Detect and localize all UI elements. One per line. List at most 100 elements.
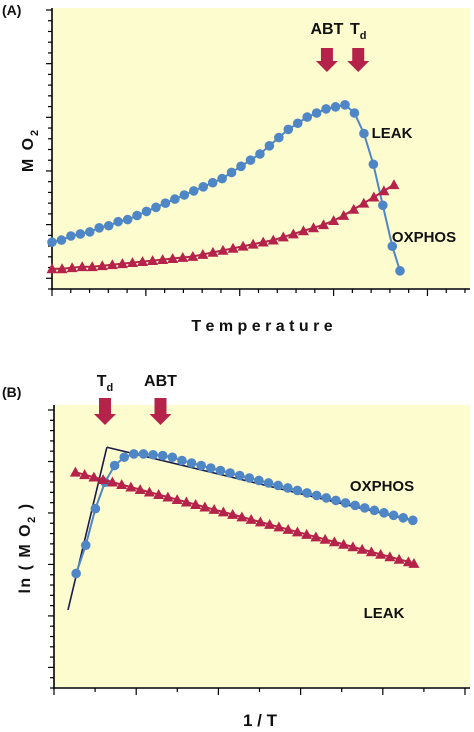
leak-point	[356, 543, 368, 554]
leak-point	[267, 234, 279, 245]
panel-b-ylabel-main: ln ( M O	[17, 523, 34, 594]
panel-a-x-axis-label: T e m p e r a t u r e	[191, 318, 332, 335]
oxphos-point	[226, 167, 237, 178]
oxphos-point	[141, 206, 152, 217]
leak-point	[167, 253, 179, 263]
leak-point	[96, 260, 108, 271]
annotation-label: Td	[97, 373, 114, 394]
leak-point	[197, 248, 209, 259]
oxphos-point	[109, 460, 120, 471]
annotation-label: Td	[350, 21, 367, 42]
oxphos-point	[282, 483, 293, 493]
leak-point	[236, 511, 248, 522]
leak-point	[338, 210, 350, 220]
oxphos-point	[129, 449, 139, 459]
leak-point	[348, 203, 360, 214]
leak-point	[245, 513, 257, 524]
panel-a-label: (A)	[2, 2, 21, 18]
panel-a-legend-leak: LEAK	[372, 125, 413, 142]
leak-point	[384, 551, 396, 562]
oxphos-point	[254, 475, 264, 486]
oxphos-point	[47, 237, 57, 247]
leak-point	[134, 484, 146, 495]
oxphos-point	[103, 220, 114, 231]
leak-point	[207, 246, 219, 257]
oxphos-point	[122, 214, 133, 225]
oxphos-point	[264, 141, 275, 151]
leak-point	[297, 225, 309, 236]
oxphos-point	[388, 510, 399, 521]
leak-point	[157, 254, 169, 264]
oxphos-point	[395, 266, 405, 276]
oxphos-point	[292, 118, 303, 129]
leak-point	[147, 255, 159, 265]
leak-point	[171, 494, 183, 504]
leak-point	[307, 222, 319, 233]
oxphos-point	[132, 210, 142, 221]
oxphos-point	[80, 540, 91, 551]
oxphos-point	[90, 503, 101, 514]
leak-point	[116, 479, 128, 490]
annotation-arrow	[315, 48, 338, 72]
leak-point	[247, 238, 259, 249]
annotation-label: ABT	[310, 21, 343, 38]
annotation-arrow	[347, 48, 370, 72]
leak-point	[66, 262, 78, 273]
oxphos-point	[170, 194, 180, 204]
oxphos-point	[188, 186, 199, 196]
panel-b-label: (B)	[2, 384, 21, 400]
leak-point	[375, 548, 387, 559]
oxphos-point	[398, 513, 409, 523]
leak-point	[217, 244, 229, 255]
leak-point	[227, 242, 239, 253]
leak-point	[319, 533, 331, 544]
panel-b-ylabel-end: )	[17, 502, 34, 515]
oxphos-point	[340, 498, 351, 508]
leak-point	[254, 516, 266, 527]
panel-b-ticks	[48, 409, 466, 695]
oxphos-point	[350, 500, 360, 511]
oxphos-point	[148, 449, 158, 460]
annotation-arrow	[94, 398, 116, 425]
fit-line	[67, 447, 108, 611]
leak-point	[237, 240, 249, 251]
oxphos-point	[273, 480, 283, 491]
leak-point	[177, 252, 189, 262]
svg-text:ln ( M O2 ): ln ( M O2 )	[17, 502, 38, 593]
panel-a: (A) M O2 T e m p e r a t u r e LEAK OXPH…	[2, 2, 470, 335]
panel-a-series-leak	[46, 179, 400, 274]
leak-point	[46, 263, 58, 274]
leak-point	[328, 536, 340, 547]
leak-point	[393, 553, 405, 564]
leak-point	[97, 474, 109, 485]
oxphos-point	[349, 108, 360, 118]
leak-point	[79, 469, 91, 480]
leak-point	[282, 523, 294, 534]
oxphos-point	[321, 104, 331, 114]
panel-b-ylabel-sub: 2	[26, 515, 38, 523]
leak-point	[86, 261, 98, 272]
oxphos-point	[331, 495, 341, 506]
oxphos-point	[311, 490, 322, 501]
oxphos-point	[56, 235, 67, 245]
oxphos-point	[119, 452, 130, 463]
oxphos-point	[302, 488, 312, 498]
oxphos-point	[157, 450, 168, 461]
leak-point	[378, 185, 390, 196]
oxphos-point	[321, 493, 332, 503]
panel-a-ticks	[46, 9, 466, 296]
leak-point	[287, 228, 299, 239]
oxphos-point	[368, 159, 379, 170]
oxphos-point	[236, 161, 246, 172]
panel-a-ylabel-sub: 2	[29, 128, 41, 136]
leak-point	[76, 261, 88, 272]
leak-point	[365, 546, 377, 557]
panel-b-legend-oxphos: OXPHOS	[350, 478, 414, 495]
oxphos-point	[369, 505, 380, 516]
panel-b-annotations: Td ABT	[94, 373, 177, 425]
oxphos-point	[138, 449, 149, 459]
leak-point	[318, 219, 330, 230]
oxphos-point	[283, 124, 294, 135]
leak-point	[137, 256, 149, 267]
leak-point	[368, 191, 380, 202]
